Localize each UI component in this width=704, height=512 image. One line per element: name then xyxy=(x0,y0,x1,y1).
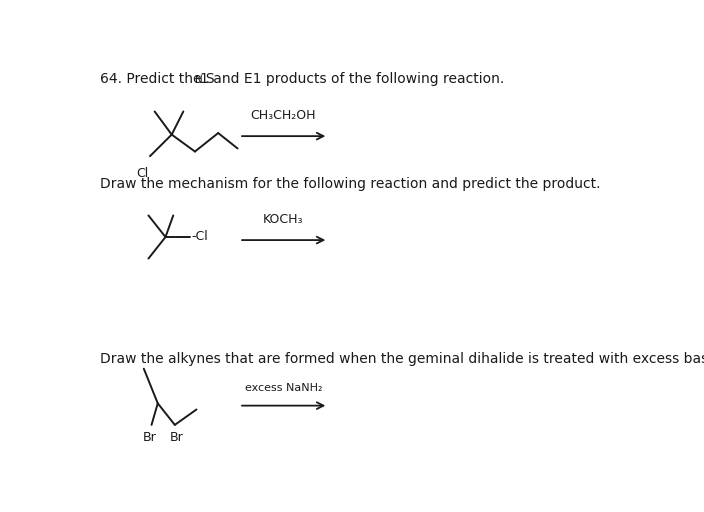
Text: -Cl: -Cl xyxy=(192,230,208,244)
Text: Br: Br xyxy=(143,431,157,444)
Text: CH₃CH₂OH: CH₃CH₂OH xyxy=(251,109,316,122)
Text: excess NaNH₂: excess NaNH₂ xyxy=(244,382,322,393)
Text: Draw the mechanism for the following reaction and predict the product.: Draw the mechanism for the following rea… xyxy=(100,177,600,191)
Text: 64. Predict the S: 64. Predict the S xyxy=(100,72,214,86)
Text: N: N xyxy=(195,75,203,84)
Text: KOCH₃: KOCH₃ xyxy=(263,213,303,226)
Text: 1 and E1 products of the following reaction.: 1 and E1 products of the following react… xyxy=(201,72,505,86)
Text: Cl: Cl xyxy=(136,167,149,180)
Text: Br: Br xyxy=(170,431,183,444)
Text: Draw the alkynes that are formed when the geminal dihalide is treated with exces: Draw the alkynes that are formed when th… xyxy=(100,352,704,366)
